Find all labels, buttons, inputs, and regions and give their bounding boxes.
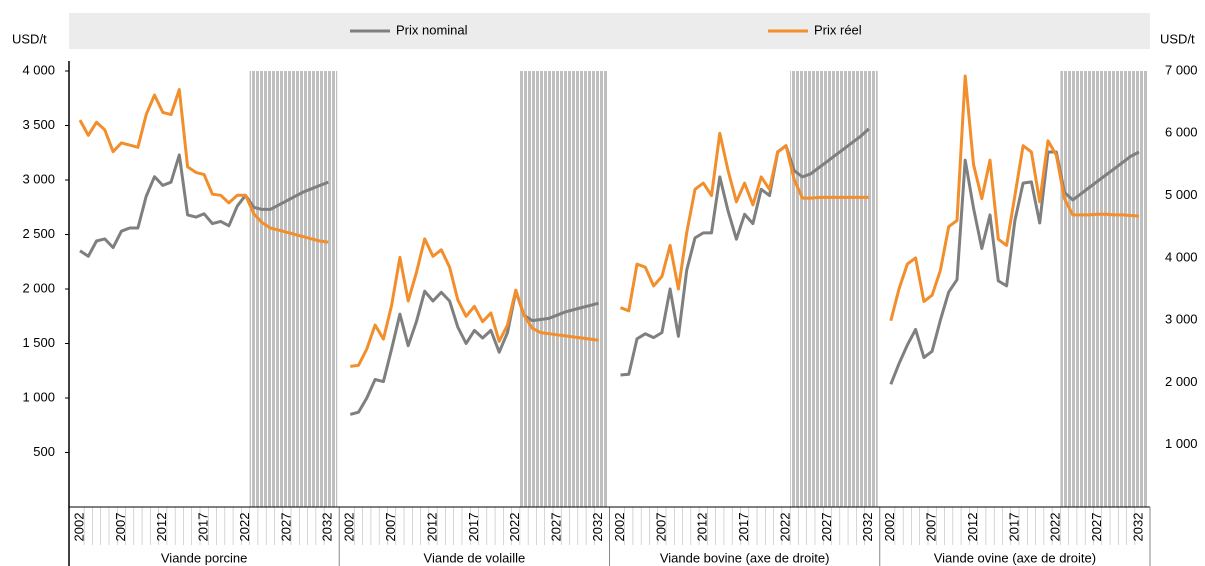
x-tick-label: 2012 <box>965 513 980 542</box>
panel-label: Viande porcine <box>161 550 248 565</box>
x-tick-label: 2027 <box>819 513 834 542</box>
line-nominal <box>79 153 329 258</box>
line-real <box>78 88 329 244</box>
x-tick-label: 2007 <box>383 513 398 542</box>
x-tick-label: 2022 <box>237 513 252 542</box>
x-tick-label: 2007 <box>653 513 668 542</box>
y2-tick-label: 1 000 <box>1165 436 1198 451</box>
x-tick-label: 2017 <box>196 513 211 542</box>
x-tick-label: 2027 <box>549 513 564 542</box>
y2-tick-label: 5 000 <box>1165 187 1198 202</box>
x-tick-label: 2032 <box>320 513 335 542</box>
y-tick-label: 4 000 <box>22 62 55 77</box>
y2-tick-label: 2 000 <box>1165 374 1198 389</box>
projection-shade <box>519 71 608 507</box>
x-tick-label: 2027 <box>1089 513 1104 542</box>
projection-shade <box>1060 71 1148 507</box>
y-tick-label: 1 000 <box>22 389 55 404</box>
x-tick-label: 2017 <box>736 513 751 542</box>
x-tick-label: 2022 <box>1048 513 1063 542</box>
x-tick-label: 2012 <box>424 513 439 542</box>
x-tick-label: 2032 <box>590 513 605 542</box>
line-nominal <box>620 127 870 377</box>
line-nominal <box>349 289 599 416</box>
x-tick-label: 2017 <box>1006 513 1021 542</box>
projection-shade <box>790 71 878 507</box>
panel-label: Viande de volaille <box>424 550 526 565</box>
y-tick-label: 500 <box>33 444 55 459</box>
x-tick-label: 2002 <box>882 513 897 542</box>
x-tick-label: 2022 <box>507 513 522 542</box>
projection-shade <box>249 71 338 507</box>
x-tick-label: 2017 <box>466 513 481 542</box>
y2-axis-label: USD/t <box>1160 31 1195 46</box>
line-nominal <box>889 150 1140 385</box>
x-tick-label: 2032 <box>860 513 875 542</box>
y2-tick-label: 3 000 <box>1165 312 1198 327</box>
x-tick-label: 2012 <box>695 513 710 542</box>
x-tick-label: 2022 <box>777 513 792 542</box>
panel-label: Viande ovine (axe de droite) <box>934 550 1096 565</box>
y-tick-label: 1 500 <box>22 335 55 350</box>
y-tick-label: 2 500 <box>22 226 55 241</box>
y2-tick-label: 4 000 <box>1165 249 1198 264</box>
line-real <box>350 237 599 368</box>
x-tick-label: 2007 <box>113 513 128 542</box>
x-tick-label: 2002 <box>612 513 627 542</box>
y-tick-label: 3 000 <box>22 171 55 186</box>
x-tick-label: 2032 <box>1130 513 1145 542</box>
line-real <box>889 74 1140 322</box>
y2-tick-label: 7 000 <box>1165 62 1198 77</box>
panel-label: Viande bovine (axe de droite) <box>660 550 830 565</box>
y-tick-label: 3 500 <box>22 117 55 132</box>
legend-band <box>69 13 1150 49</box>
y-axis-label: USD/t <box>12 31 47 46</box>
y-tick-label: 2 000 <box>22 280 55 295</box>
line-real <box>619 131 869 313</box>
y2-tick-label: 6 000 <box>1165 125 1198 140</box>
legend-label: Prix nominal <box>396 22 468 37</box>
x-tick-label: 2007 <box>924 513 939 542</box>
legend-label: Prix réel <box>814 22 862 37</box>
x-tick-label: 2012 <box>154 513 169 542</box>
x-tick-label: 2027 <box>278 513 293 542</box>
x-tick-label: 2002 <box>71 513 86 542</box>
x-tick-label: 2002 <box>342 513 357 542</box>
